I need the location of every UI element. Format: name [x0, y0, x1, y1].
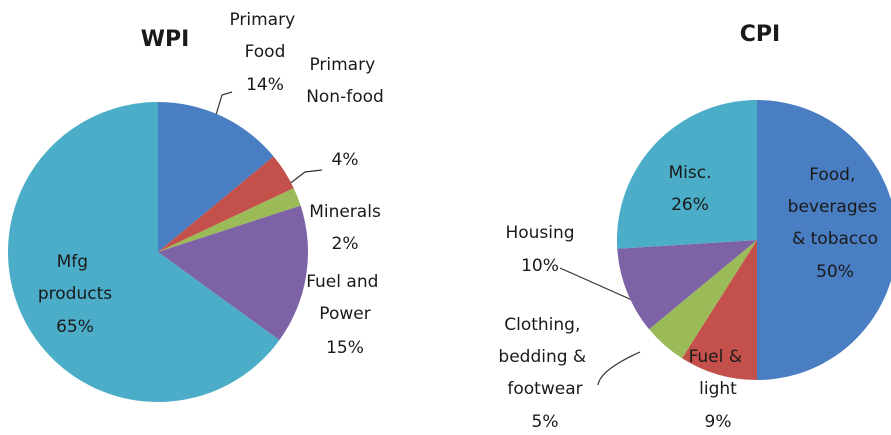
slice-value-label: 2%	[332, 234, 359, 254]
slice-value-label: 50%	[816, 262, 854, 282]
slice-value-label: 26%	[671, 195, 709, 215]
slice-label: Primary Food	[229, 10, 300, 62]
pie-slice	[158, 188, 301, 252]
slice-label: Minerals	[309, 202, 381, 222]
slice-value-label: 9%	[705, 412, 732, 432]
leader-line	[287, 169, 323, 186]
pie-slice	[757, 100, 891, 380]
leader-line	[597, 351, 641, 386]
pie-slice	[158, 102, 274, 252]
pie-slice	[616, 100, 757, 249]
chart-title: WPI	[141, 27, 190, 52]
pie-slice	[158, 205, 308, 341]
slice-label: Housing	[505, 223, 574, 243]
slice-value-label: 4%	[332, 150, 359, 170]
slice-label: Primary Non-food	[306, 55, 384, 107]
slice-label: Misc.	[669, 163, 712, 183]
pie-slice	[649, 240, 757, 359]
pie-slice	[7, 102, 280, 403]
slice-label: Mfg products	[38, 252, 112, 304]
slice-value-label: 5%	[532, 412, 559, 432]
pie-slice	[617, 240, 757, 330]
slice-value-label: 65%	[56, 317, 94, 337]
pie-slice	[158, 156, 294, 252]
slice-value-label: 14%	[246, 75, 284, 95]
slice-value-label: 15%	[326, 338, 364, 358]
slice-label: Food, beverages & tobacco	[788, 165, 883, 249]
slice-value-label: 10%	[521, 256, 559, 276]
slice-label: Clothing, bedding & footwear	[498, 315, 591, 399]
chart-title: CPI	[740, 22, 780, 47]
slice-label: Fuel and Power	[306, 272, 384, 324]
slice-label: Fuel & light	[689, 347, 748, 399]
pie-slice	[681, 240, 757, 380]
leader-line	[559, 267, 633, 301]
